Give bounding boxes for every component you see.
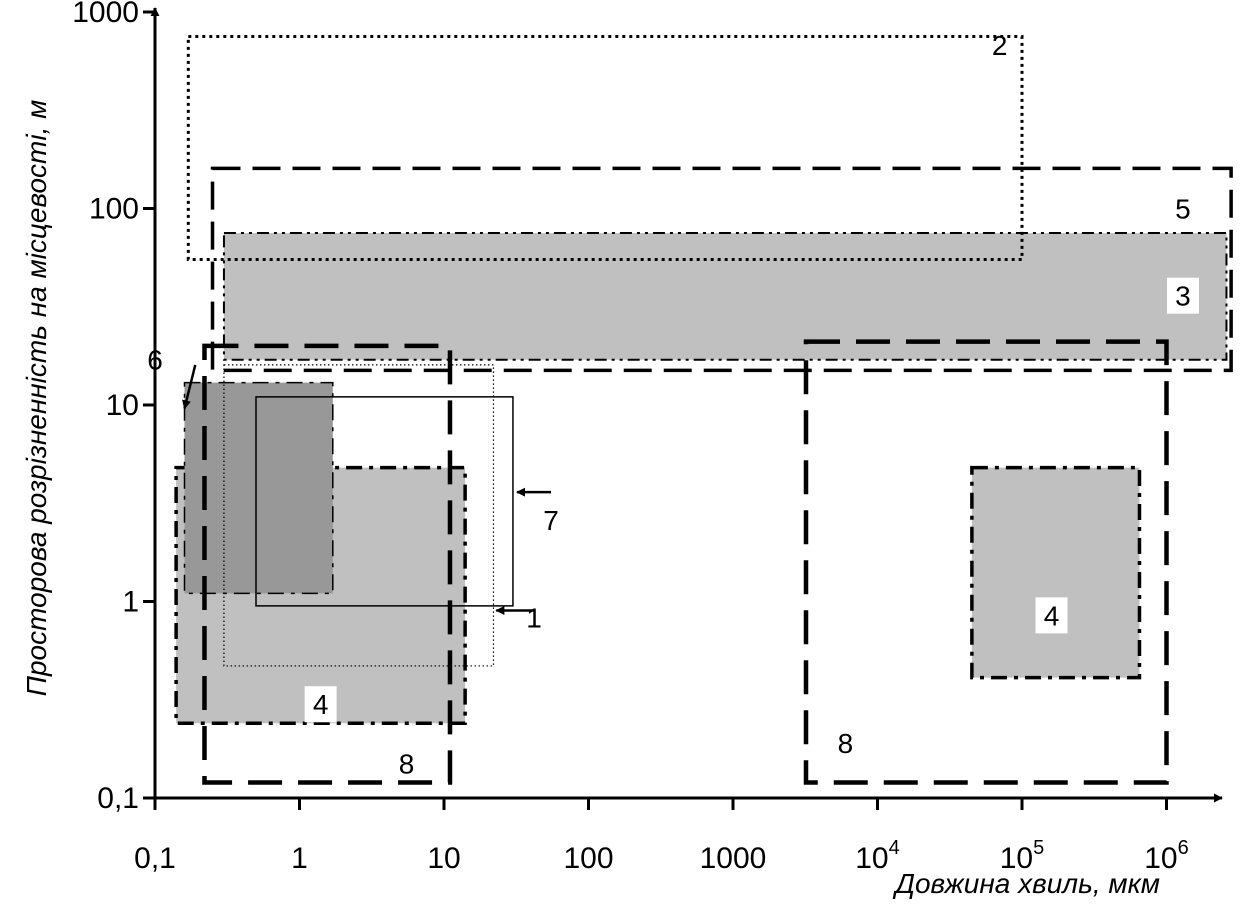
y-tick-label-3: 100 xyxy=(89,193,139,226)
x-tick-label-4: 1000 xyxy=(700,842,767,875)
y-axis-title: Просторова розрізненність на місцевості,… xyxy=(21,100,52,697)
y-tick-label-2: 10 xyxy=(106,389,139,422)
region-label-8-9: 8 xyxy=(838,728,854,759)
x-tick-label-7: 106 xyxy=(1144,837,1189,875)
region-label-3-2: 3 xyxy=(1175,281,1191,312)
region-label-1-5: 1 xyxy=(526,602,542,633)
label-box-3-2 xyxy=(1166,277,1199,314)
axes: 0,1 1 10 100 1000 104 105 106 0,1 1 10 100 1000 xyxy=(72,0,1223,875)
arrows xyxy=(182,364,551,615)
labels: 2 5 3 6 7 1 4 4 8 8 xyxy=(147,30,1199,779)
region-label-4-6: 4 xyxy=(313,689,329,720)
x-tick-label-6: 105 xyxy=(1000,837,1045,875)
arrow-6 xyxy=(182,364,197,410)
region-label-8-8: 8 xyxy=(399,748,415,779)
region-1-6 xyxy=(223,364,495,667)
y-tick-label-1: 1 xyxy=(122,586,139,619)
region-8-8 xyxy=(202,343,453,785)
region-7-7 xyxy=(255,396,514,607)
region-label-6-3: 6 xyxy=(147,345,163,376)
x-tick-label-0: 0,1 xyxy=(134,842,176,875)
region-6-3 xyxy=(183,381,334,595)
region-8-9 xyxy=(803,339,1169,785)
x-tick-label-1: 1 xyxy=(291,842,308,875)
region-label-4-7: 4 xyxy=(1044,600,1060,631)
region-label-2-0: 2 xyxy=(992,30,1008,61)
region-label-7-4: 7 xyxy=(543,505,559,536)
regions xyxy=(174,35,1233,785)
region-3-0 xyxy=(222,232,1228,361)
x-tick-label-3: 100 xyxy=(563,842,613,875)
label-box-4-7 xyxy=(1035,597,1068,634)
label-box-4-6 xyxy=(304,686,337,723)
region-4-2 xyxy=(970,465,1142,680)
region-label-5-1: 5 xyxy=(1175,194,1191,225)
x-axis-title: Довжина хвиль, мкм xyxy=(892,868,1160,899)
region-2-4 xyxy=(186,35,1024,262)
x-tick-label-2: 10 xyxy=(427,842,460,875)
region-5-5 xyxy=(210,166,1233,373)
y-tick-label-0: 0,1 xyxy=(97,782,139,815)
y-tick-label-4: 1000 xyxy=(72,0,139,29)
x-tick-label-5: 104 xyxy=(855,837,900,875)
